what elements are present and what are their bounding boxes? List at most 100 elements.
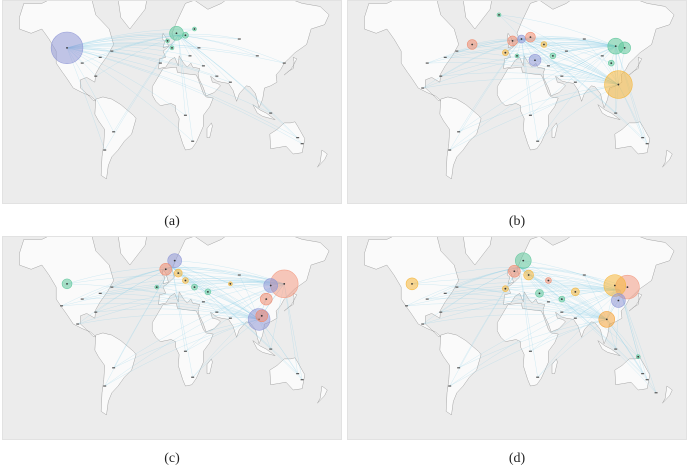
landmass-greenland (463, 1, 492, 30)
city-marker (425, 298, 429, 300)
flow-line (521, 38, 538, 142)
flow-line (77, 314, 260, 325)
city-marker (405, 305, 409, 307)
land-layer (19, 237, 330, 416)
flow-line (427, 298, 607, 320)
flow-line (411, 278, 621, 291)
city-marker (188, 55, 192, 57)
flow-line (174, 260, 260, 320)
city-marker (546, 301, 550, 303)
flow-line (67, 47, 217, 77)
city-marker (296, 373, 300, 375)
city-marker (546, 65, 550, 67)
landmass-japan (629, 57, 642, 76)
landmass-south-america (439, 332, 482, 416)
city-marker (103, 149, 107, 151)
city-marker (94, 311, 98, 313)
city-marker (536, 140, 540, 142)
flow-line (95, 35, 179, 77)
land-layer (19, 1, 330, 180)
city-marker (455, 286, 459, 288)
landmass-japan (629, 293, 642, 312)
city-marker (94, 75, 98, 77)
bubble-layer (61, 253, 299, 331)
flow-line (171, 267, 271, 286)
bubble-center (164, 268, 167, 271)
bubble-center (637, 355, 640, 358)
bubble-center (560, 298, 563, 300)
flow-line (456, 281, 621, 291)
landmass-south-america (94, 96, 137, 180)
flow-line (171, 267, 204, 302)
bubble-center (538, 292, 541, 295)
bubble-center (511, 40, 514, 42)
caption-c: (c) (164, 451, 180, 466)
bubble-center (155, 286, 158, 288)
flow-line (412, 283, 607, 320)
city-marker (439, 75, 443, 77)
city-marker (183, 114, 187, 116)
flow-line (66, 47, 303, 144)
city-marker (425, 62, 429, 64)
city-marker (183, 350, 187, 352)
bubble-center (551, 54, 554, 57)
flow-line (516, 45, 616, 57)
flow-line (440, 45, 616, 77)
city-marker (528, 114, 532, 116)
bubble-center (283, 282, 286, 285)
flow-line (440, 308, 607, 320)
city-marker (237, 274, 241, 276)
city-marker (528, 350, 532, 352)
city-marker (443, 56, 447, 58)
bubble-center (504, 51, 507, 54)
city-marker (439, 311, 443, 313)
flow-line (458, 319, 607, 368)
landmass-madagascar (551, 358, 558, 374)
landmass-australia (269, 357, 306, 391)
flow-line (519, 267, 538, 378)
city-marker (112, 367, 116, 369)
bubble-center (534, 59, 536, 62)
landmass-australia (614, 357, 651, 391)
city-markers (80, 38, 304, 151)
flow-line (606, 319, 657, 393)
flow-line (171, 267, 231, 284)
flow-line (521, 38, 562, 77)
bubble-center (193, 286, 196, 288)
bubble-center (527, 274, 530, 276)
city-marker (110, 286, 114, 288)
bubble-center (269, 284, 272, 287)
flow-line (67, 47, 231, 83)
flow-line (66, 47, 271, 114)
flow-line (77, 283, 285, 325)
city-marker (600, 55, 604, 57)
city-marker (215, 75, 219, 77)
city-marker (457, 131, 461, 133)
city-marker (448, 385, 452, 387)
city-marker (158, 62, 162, 64)
landmass-south-america (439, 96, 482, 180)
flow-line (537, 290, 621, 378)
city-marker (300, 379, 304, 381)
landmass-madagascar (206, 358, 213, 374)
bubble-center (617, 83, 620, 86)
landmass-greenland (118, 1, 147, 30)
city-marker (614, 348, 618, 350)
landmass-greenland (118, 237, 147, 266)
bubble-center (184, 279, 187, 282)
flow-line (449, 290, 621, 387)
city-marker (80, 298, 84, 300)
landmass-australia (614, 121, 651, 155)
bubble-center (574, 290, 577, 293)
landmass-indonesia (597, 104, 621, 120)
flow-line (61, 282, 285, 306)
flow-line (111, 278, 285, 288)
city-marker (564, 50, 568, 52)
city-marker (573, 317, 577, 319)
bubble-center (626, 286, 629, 288)
flow-line (537, 319, 607, 378)
bubble-center (520, 38, 523, 40)
flow-line (82, 35, 179, 64)
world-map-a (19, 1, 330, 180)
flow-line (178, 35, 303, 144)
